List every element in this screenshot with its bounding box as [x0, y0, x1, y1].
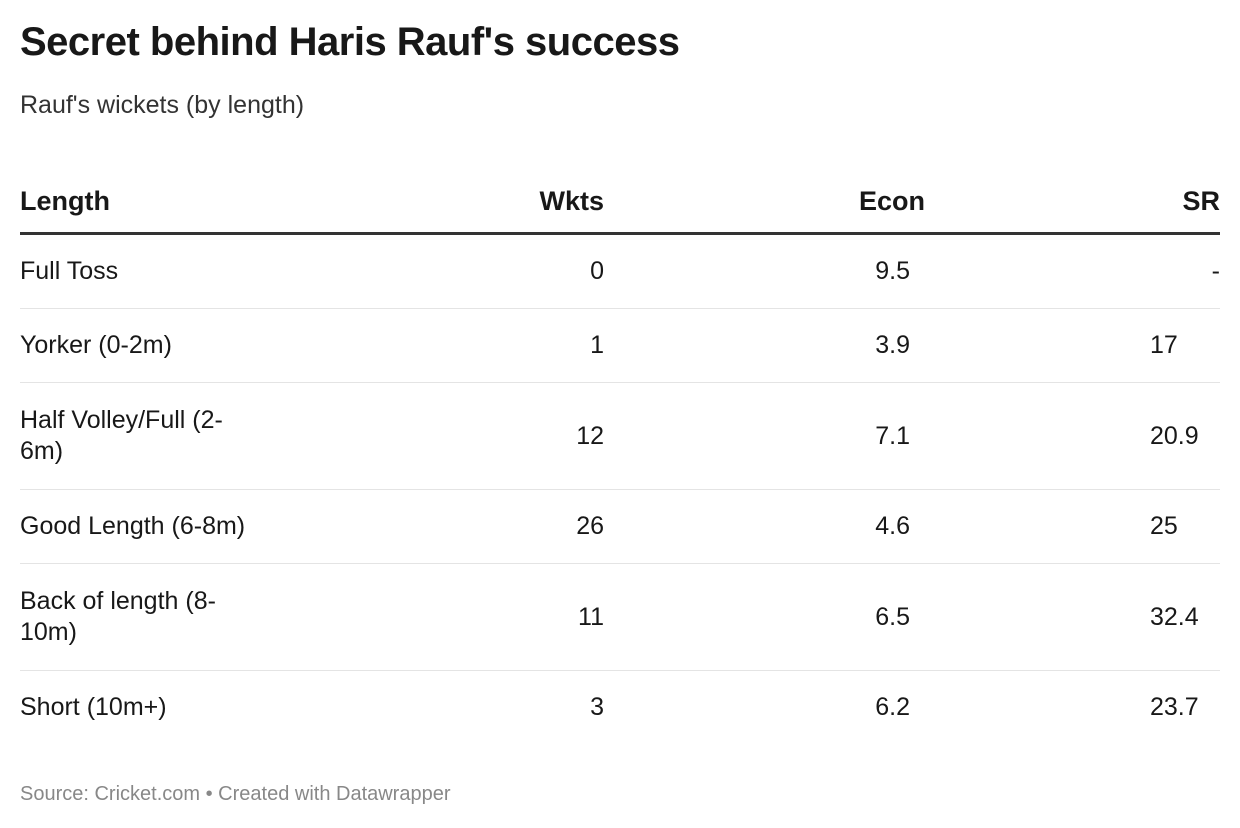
cell-econ: 6.5 — [604, 563, 925, 671]
cell-sr: 17 — [925, 308, 1220, 383]
cell-length: Back of length (8-10m) — [20, 563, 270, 671]
chart-subtitle: Rauf's wickets (by length) — [20, 91, 305, 119]
cell-econ: 3.9 — [604, 308, 925, 383]
source-footer: Source: Cricket.com • Created with Dataw… — [20, 783, 451, 805]
cell-length: Half Volley/Full (2-6m) — [20, 382, 270, 490]
cell-sr: 20.9 — [925, 382, 1220, 490]
cell-wkts: 26 — [270, 489, 604, 564]
cell-wkts: 1 — [270, 308, 604, 383]
table-row: Good Length (6-8m) 26 4.6 25 — [20, 489, 1220, 564]
table-row: Half Volley/Full (2-6m) 12 7.1 20.9 — [20, 382, 1220, 490]
chart-title: Secret behind Haris Rauf's success — [20, 20, 680, 64]
cell-length: Full Toss — [20, 233, 270, 309]
cell-length: Yorker (0-2m) — [20, 308, 270, 383]
cell-econ: 6.2 — [875, 693, 910, 721]
cell-sr: - — [925, 233, 1220, 309]
cell-wkts: 3 — [590, 693, 604, 721]
column-header-length: Length — [20, 170, 270, 235]
cell-length: Good Length (6-8m) — [20, 489, 270, 564]
cell-econ: 9.5 — [604, 233, 925, 309]
table-row: Yorker (0-2m) 1 3.9 17 — [20, 308, 1220, 383]
table-row: Short (10m+) 3 6.2 23.7 — [20, 671, 1220, 745]
header-row: Length Wkts Econ SR — [20, 170, 1220, 235]
cell-wkts: 11 — [270, 563, 604, 671]
cell-econ: 7.1 — [604, 382, 925, 490]
cell-econ: 4.6 — [604, 489, 925, 564]
cell-length: Short (10m+) — [20, 693, 167, 721]
data-table: Length Wkts Econ SR Full Toss 0 9.5- Yorker… — [20, 170, 1220, 744]
cell-sr: 23.7 — [1150, 693, 1199, 721]
cell-sr: 25 — [925, 489, 1220, 564]
cell-wkts: 12 — [270, 382, 604, 490]
column-header-wkts: Wkts — [270, 170, 604, 235]
cell-sr: 32.4 — [925, 563, 1220, 671]
column-header-sr: SR — [925, 170, 1220, 235]
column-header-econ: Econ — [604, 170, 925, 235]
table-row: Back of length (8-10m) 11 6.5 32.4 — [20, 563, 1220, 671]
table-row: Full Toss 0 9.5- — [20, 233, 1220, 309]
cell-wkts: 0 — [270, 233, 604, 309]
